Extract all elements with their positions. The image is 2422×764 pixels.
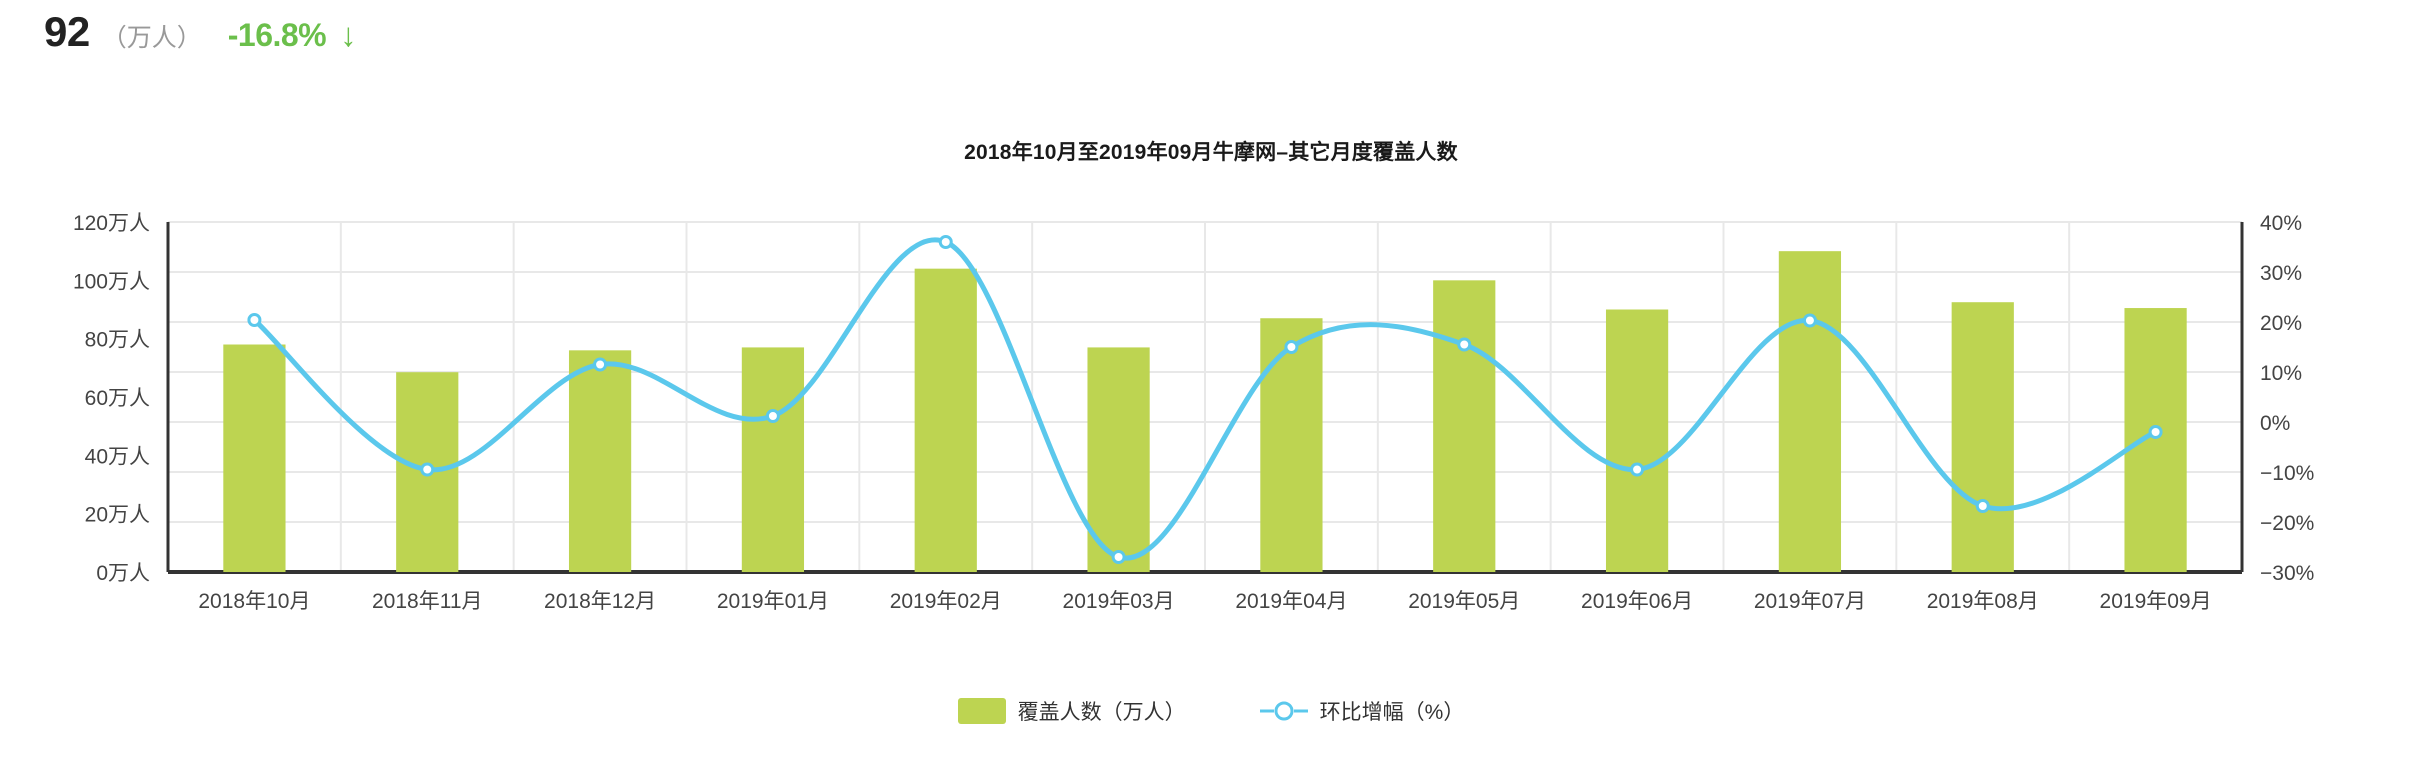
y-axis-right-tick: 30% — [2260, 262, 2302, 285]
grid-lines — [168, 221, 2242, 573]
y-axis-left-tick: 120万人 — [73, 212, 150, 235]
x-axis-tick: 2019年04月 — [1235, 590, 1347, 613]
legend-item-coverage[interactable]: 覆盖人数（万人） — [957, 696, 1186, 726]
y-axis-left-tick: 100万人 — [73, 270, 150, 293]
y-axis-right-tick: −30% — [2260, 562, 2314, 585]
kpi-value: 92 — [44, 8, 90, 55]
chart-title: 2018年10月至2019年09月牛摩网–其它月度覆盖人数 — [964, 141, 1458, 164]
bar — [2124, 308, 2187, 572]
y-axis-left-tick: 0万人 — [96, 562, 150, 585]
y-axis-left-tick: 20万人 — [85, 504, 150, 527]
bar — [568, 350, 632, 572]
kpi-header: 92 （万人） -16.8% ↓ — [44, 8, 357, 56]
y-axis-right-tick: 20% — [2260, 312, 2302, 335]
bar — [1260, 318, 1323, 572]
data-point-marker — [1630, 462, 1645, 477]
x-axis-tick: 2019年05月 — [1408, 590, 1520, 613]
x-axis-tick: 2019年09月 — [2100, 590, 2212, 613]
data-point-marker — [1802, 313, 1817, 328]
plot-border — [166, 222, 2244, 574]
line-markers — [247, 235, 2163, 564]
bar — [914, 268, 977, 572]
data-point-marker — [420, 462, 435, 477]
y-axis-right-tick: −20% — [2260, 512, 2314, 535]
x-axis-tick: 2019年03月 — [1063, 590, 1175, 613]
bar — [223, 344, 286, 572]
bar — [1605, 309, 1669, 572]
bar — [1778, 251, 1842, 572]
y-axis-left-tick: 80万人 — [85, 329, 150, 352]
x-axis-tick: 2019年06月 — [1581, 590, 1693, 613]
y-axis-right-tick: 40% — [2260, 212, 2302, 235]
kpi-delta: -16.8% — [227, 17, 327, 53]
data-point-marker — [938, 235, 953, 249]
legend-label-coverage: 覆盖人数（万人） — [1017, 701, 1186, 724]
x-axis-tick: 2018年12月 — [544, 590, 656, 613]
legend-bar-swatch-icon — [957, 698, 1006, 724]
bar — [741, 347, 805, 572]
y-axis-right-tick: −10% — [2260, 462, 2314, 485]
x-axis-tick: 2019年07月 — [1754, 590, 1866, 613]
x-axis-tick: 2018年11月 — [372, 590, 483, 613]
data-point-marker — [1111, 550, 1126, 564]
y-axis-left-labels: 0万人 20万人 40万人 60万人 80万人 100万人 120万人 — [73, 212, 150, 585]
y-axis-left-tick: 40万人 — [85, 445, 150, 468]
legend-item-growth[interactable]: 环比增幅（%） — [1259, 696, 1465, 726]
x-axis-tick: 2019年01月 — [717, 590, 829, 613]
x-axis-tick: 2019年02月 — [890, 590, 1002, 613]
data-point-marker — [247, 313, 262, 327]
data-point-marker — [1975, 499, 1990, 513]
y-axis-right-tick: 0% — [2260, 412, 2290, 435]
legend-line-swatch-icon — [1259, 701, 1308, 721]
legend-label-growth: 环比增幅（%） — [1319, 701, 1465, 724]
x-axis-tick: 2018年10月 — [198, 590, 310, 613]
data-point-marker — [1284, 340, 1299, 354]
data-point-marker — [765, 409, 780, 423]
bar — [1087, 347, 1150, 572]
data-point-marker — [2148, 425, 2163, 439]
chart-legend: 覆盖人数（万人） 环比增幅（%） — [0, 696, 2422, 726]
bar — [1433, 280, 1496, 572]
data-point-marker — [1457, 337, 1472, 352]
kpi-trend-down-icon: ↓ — [340, 16, 357, 53]
x-axis-labels: 2018年10月 2018年11月 2018年12月 2019年01月 2019年02月… — [198, 590, 2211, 613]
y-axis-right-tick: 10% — [2260, 362, 2302, 385]
bar — [1951, 302, 2014, 572]
y-axis-right-labels: −30% −20% −10% 0% 10% 20% 30% 40% — [2260, 212, 2314, 585]
kpi-unit: （万人） — [101, 24, 202, 52]
y-axis-left-tick: 60万人 — [85, 387, 150, 410]
data-point-marker — [593, 357, 608, 372]
x-axis-tick: 2019年08月 — [1927, 590, 2039, 613]
